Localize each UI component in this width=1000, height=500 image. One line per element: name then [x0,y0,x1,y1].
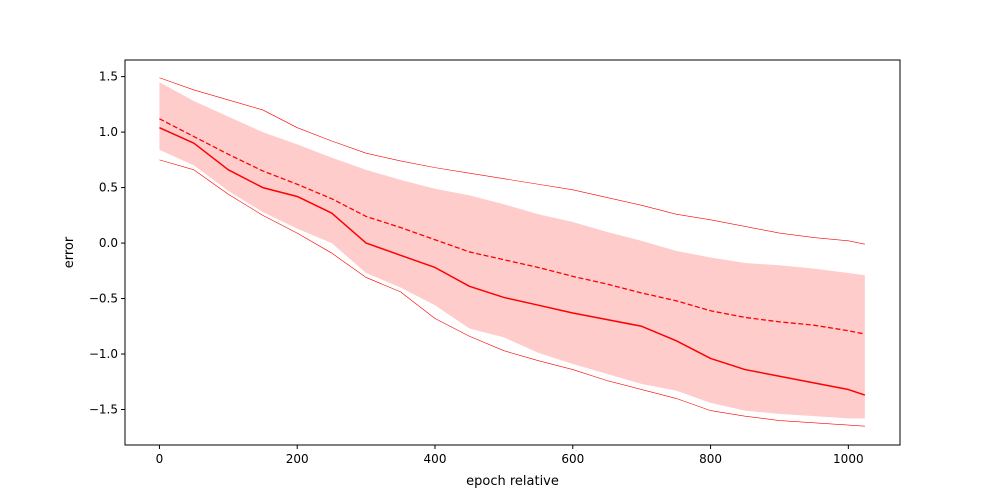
band-layer [159,82,865,419]
x-ticks: 0 200 400 600 800 1000 [156,445,864,466]
y-tick-label: 0.5 [99,181,118,195]
lines-layer [159,77,866,427]
y-ticks: 1.5 1.0 0.5 0.0 −0.5 −1.0 −1.5 [89,70,125,416]
plot-frame [124,59,901,446]
x-tick-label: 600 [561,452,584,466]
x-tick-label: 1000 [833,452,864,466]
y-tick-label: 1.0 [99,125,118,139]
confidence-band [159,82,865,419]
x-axis-label: epoch relative [466,474,559,489]
x-tick-label: 800 [699,452,722,466]
y-tick-label: −1.5 [89,402,118,416]
x-tick-label: 400 [424,452,447,466]
x-tick-label: 200 [286,452,309,466]
solid-series-line [159,126,866,396]
thin-bound-line-3 [159,77,865,245]
y-tick-label: 0.0 [99,236,118,250]
thin-bound-line-4 [159,159,865,427]
dashed-series-line [159,118,865,335]
y-axis-label: error [62,236,77,268]
y-tick-label: 1.5 [99,70,118,84]
x-tick-label: 0 [156,452,164,466]
y-tick-label: −0.5 [89,292,118,306]
y-tick-label: −1.0 [89,347,118,361]
